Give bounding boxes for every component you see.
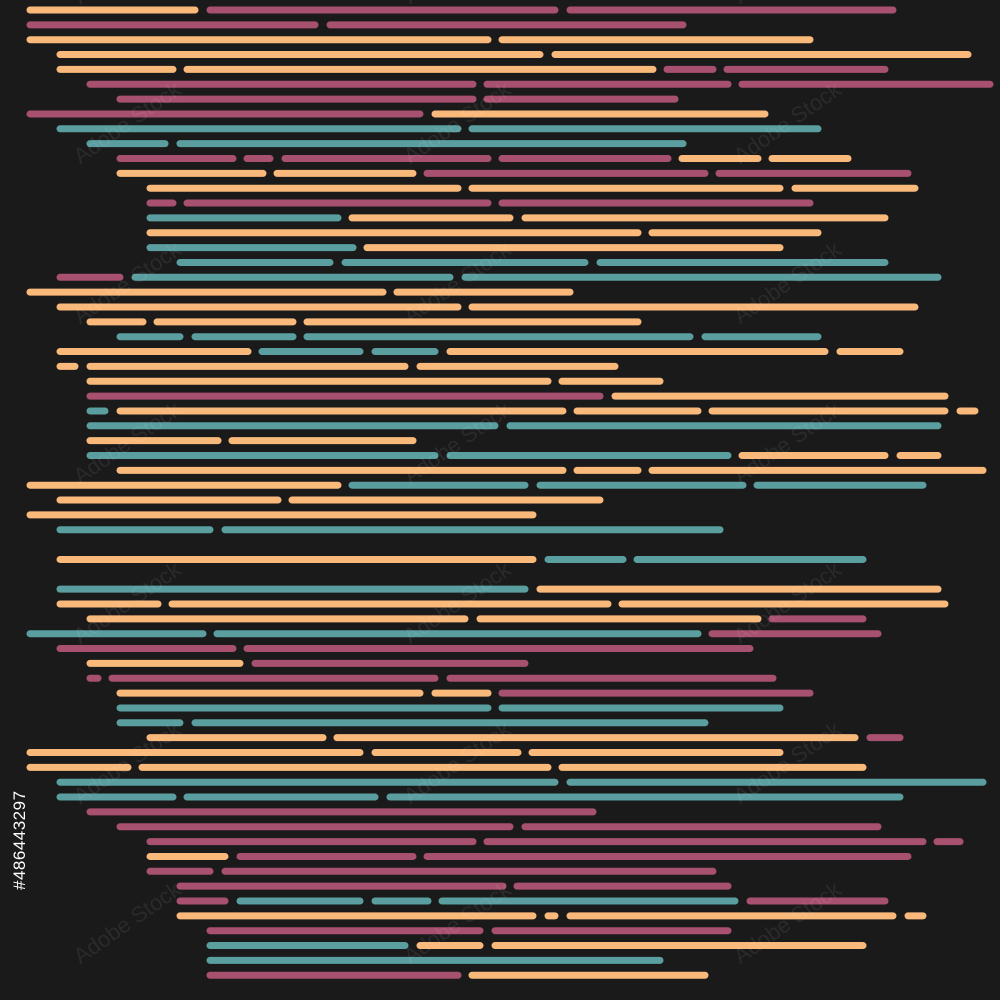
stock-id-label: #486443297: [10, 790, 29, 890]
